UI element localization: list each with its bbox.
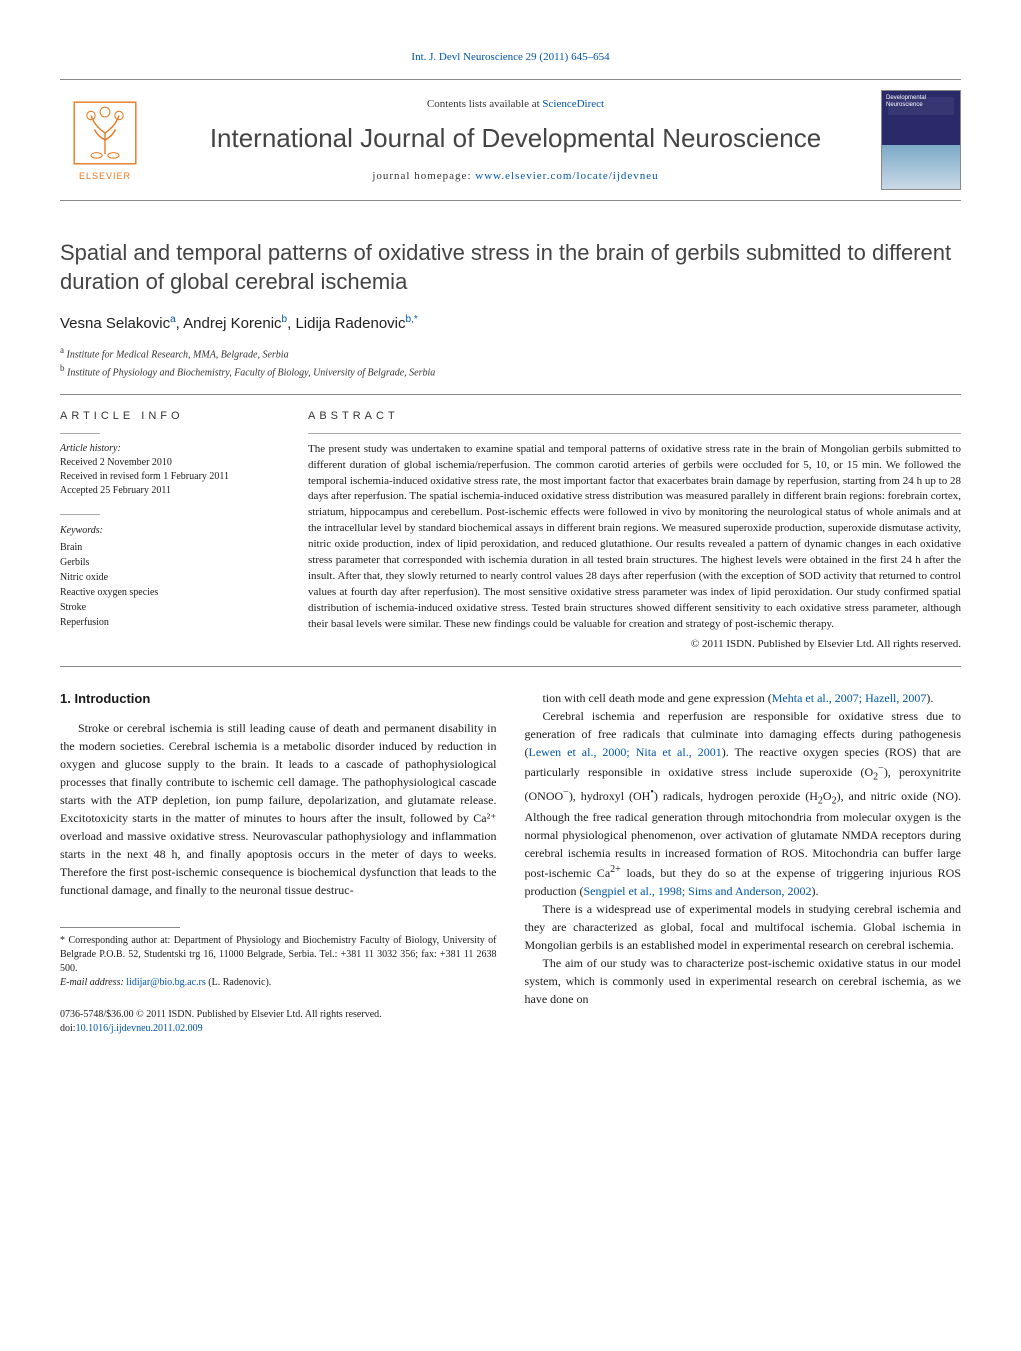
body-paragraph: Stroke or cerebral ischemia is still lea…: [60, 719, 497, 899]
keyword-item: Brain: [60, 540, 280, 555]
corresponding-email-link[interactable]: lidijar@bio.bg.ac.rs: [126, 977, 205, 988]
affiliation: b Institute of Physiology and Biochemist…: [60, 362, 961, 380]
history-label: Article history:: [60, 443, 121, 454]
divider: [60, 666, 961, 667]
footnotes: * Corresponding author at: Department of…: [60, 934, 497, 990]
body-paragraph: Cerebral ischemia and reperfusion are re…: [525, 707, 962, 900]
journal-cover-thumb: Developmental Neuroscience: [881, 90, 961, 190]
body-paragraph: There is a widespread use of experimenta…: [525, 900, 962, 954]
contents-available: Contents lists available at ScienceDirec…: [164, 97, 867, 112]
journal-bar: ELSEVIER Contents lists available at Sci…: [60, 79, 961, 201]
journal-homepage: journal homepage: www.elsevier.com/locat…: [164, 169, 867, 184]
bottom-meta: 0736-5748/$36.00 © 2011 ISDN. Published …: [60, 1008, 497, 1036]
history-item: Received 2 November 2010: [60, 456, 280, 470]
right-column: tion with cell death mode and gene expre…: [525, 689, 962, 1036]
sciencedirect-link[interactable]: ScienceDirect: [542, 98, 604, 110]
email-line: E-mail address: lidijar@bio.bg.ac.rs (L.…: [60, 976, 497, 990]
affiliations: a Institute for Medical Research, MMA, B…: [60, 344, 961, 381]
publisher-name: ELSEVIER: [79, 170, 131, 183]
history-item: Accepted 25 February 2011: [60, 484, 280, 498]
doi-link[interactable]: 10.1016/j.ijdevneu.2011.02.009: [76, 1023, 203, 1034]
citation-link[interactable]: Mehta et al., 2007; Hazell, 2007: [772, 691, 927, 705]
elsevier-logo: ELSEVIER: [60, 95, 150, 185]
body-columns: 1. Introduction Stroke or cerebral ische…: [60, 689, 961, 1036]
body-paragraph: tion with cell death mode and gene expre…: [525, 689, 962, 707]
affiliation: a Institute for Medical Research, MMA, B…: [60, 344, 961, 362]
doi-line: doi:10.1016/j.ijdevneu.2011.02.009: [60, 1022, 497, 1036]
citation-link[interactable]: Sengpiel et al., 1998; Sims and Anderson…: [584, 884, 812, 898]
history-item: Received in revised form 1 February 2011: [60, 470, 280, 484]
keywords-label: Keywords:: [60, 523, 280, 538]
micro-rule: [60, 514, 100, 515]
body-paragraph: The aim of our study was to characterize…: [525, 954, 962, 1008]
article-title: Spatial and temporal patterns of oxidati…: [60, 239, 961, 296]
left-column: 1. Introduction Stroke or cerebral ische…: [60, 689, 497, 1036]
citation-link[interactable]: Int. J. Devl Neuroscience 29 (2011) 645–…: [411, 51, 609, 63]
article-history: Article history: Received 2 November 201…: [60, 442, 280, 498]
keywords: Keywords: BrainGerbilsNitric oxideReacti…: [60, 523, 280, 630]
keyword-item: Reperfusion: [60, 615, 280, 630]
elsevier-tree-icon: [70, 98, 140, 168]
footnote-separator: [60, 927, 180, 928]
keyword-item: Gerbils: [60, 555, 280, 570]
section-heading-intro: 1. Introduction: [60, 689, 497, 709]
journal-homepage-link[interactable]: www.elsevier.com/locate/ijdevneu: [475, 170, 658, 182]
citation-link[interactable]: Lewen et al., 2000; Nita et al., 2001: [529, 745, 722, 759]
running-header: Int. J. Devl Neuroscience 29 (2011) 645–…: [60, 50, 961, 65]
issn-copyright: 0736-5748/$36.00 © 2011 ISDN. Published …: [60, 1008, 497, 1022]
journal-title: International Journal of Developmental N…: [164, 120, 867, 156]
divider: [60, 394, 961, 395]
micro-rule: [60, 433, 100, 434]
keyword-item: Stroke: [60, 600, 280, 615]
authors-list: Vesna Selakovica, Andrej Korenicb, Lidij…: [60, 313, 961, 334]
keyword-item: Nitric oxide: [60, 570, 280, 585]
keyword-item: Reactive oxygen species: [60, 585, 280, 600]
article-info-label: ARTICLE INFO: [60, 409, 280, 424]
abstract-label: ABSTRACT: [308, 409, 961, 424]
abstract-copyright: © 2011 ISDN. Published by Elsevier Ltd. …: [308, 637, 961, 652]
abstract-text: The present study was undertaken to exam…: [308, 442, 961, 633]
micro-rule: [308, 433, 961, 434]
corresponding-author-note: * Corresponding author at: Department of…: [60, 934, 497, 976]
